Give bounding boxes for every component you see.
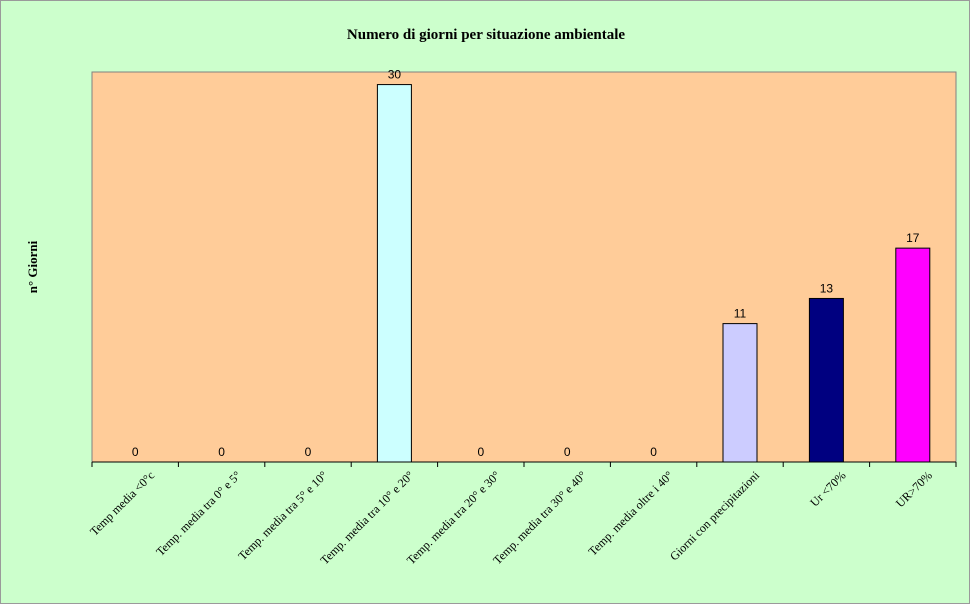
data-label: 0 xyxy=(132,445,139,459)
bar xyxy=(376,84,412,463)
data-label: 17 xyxy=(906,231,920,245)
chart-title: Numero di giorni per situazione ambienta… xyxy=(347,27,626,43)
data-label: 13 xyxy=(820,281,834,295)
x-tick-label: Temp. media tra 5° e 10° xyxy=(235,468,330,563)
bars xyxy=(376,84,931,463)
x-tick-label: Giorni con precipitazioni xyxy=(667,468,763,564)
bar xyxy=(808,297,844,463)
data-label: 0 xyxy=(650,445,657,459)
x-tick-label: Temp. media oltre i 40° xyxy=(585,468,675,558)
x-tick-label: Temp. media tra 0° e 5° xyxy=(153,468,244,559)
y-axis-label: n° Giorni xyxy=(25,240,40,293)
x-tick-label: Temp. media tra 30° e 40° xyxy=(490,468,589,567)
data-label: 0 xyxy=(218,445,225,459)
data-label: 0 xyxy=(305,445,312,459)
x-tick-label: Temp media <0°c xyxy=(87,468,157,538)
bar xyxy=(722,323,758,463)
x-tick-label: Ur <70% xyxy=(807,468,848,509)
data-label: 30 xyxy=(388,68,402,82)
data-label: 0 xyxy=(564,445,571,459)
data-labels: 0 0 0 30 0 0 0 11 13 17 xyxy=(132,68,920,459)
bar xyxy=(895,247,931,463)
data-label: 11 xyxy=(734,307,747,321)
x-tick-label: UR>70% xyxy=(893,468,935,510)
x-tick-label: Temp. media tra 10° e 20° xyxy=(317,468,416,567)
data-label: 0 xyxy=(477,445,484,459)
x-tick-label: Temp. media tra 20° e 30° xyxy=(404,468,503,567)
x-ticks xyxy=(91,462,957,467)
